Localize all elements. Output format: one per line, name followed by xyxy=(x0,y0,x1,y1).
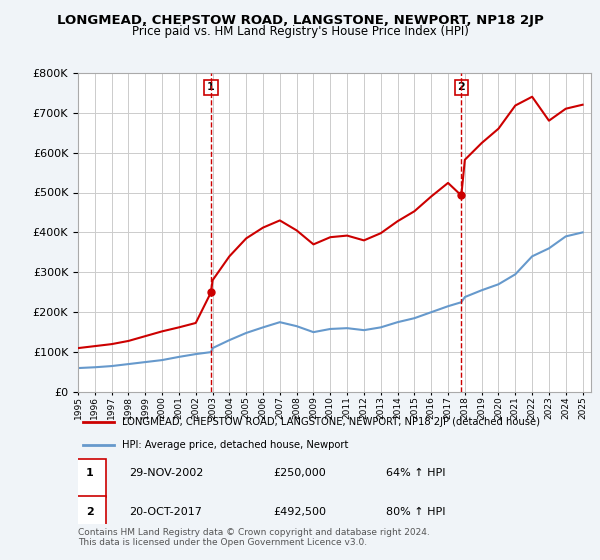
Text: 2: 2 xyxy=(457,82,465,92)
Text: £250,000: £250,000 xyxy=(273,468,326,478)
Text: £492,500: £492,500 xyxy=(273,506,326,516)
Text: 80% ↑ HPI: 80% ↑ HPI xyxy=(386,506,445,516)
Text: LONGMEAD, CHEPSTOW ROAD, LANGSTONE, NEWPORT, NP18 2JP (detached house): LONGMEAD, CHEPSTOW ROAD, LANGSTONE, NEWP… xyxy=(122,417,539,427)
Text: 1: 1 xyxy=(86,468,94,478)
Text: 1: 1 xyxy=(207,82,215,92)
Text: HPI: Average price, detached house, Newport: HPI: Average price, detached house, Newp… xyxy=(122,440,348,450)
Text: LONGMEAD, CHEPSTOW ROAD, LANGSTONE, NEWPORT, NP18 2JP: LONGMEAD, CHEPSTOW ROAD, LANGSTONE, NEWP… xyxy=(56,14,544,27)
Text: 2: 2 xyxy=(86,506,94,516)
Text: Price paid vs. HM Land Registry's House Price Index (HPI): Price paid vs. HM Land Registry's House … xyxy=(131,25,469,38)
Text: 20-OCT-2017: 20-OCT-2017 xyxy=(130,506,202,516)
FancyBboxPatch shape xyxy=(73,459,106,497)
Text: 29-NOV-2002: 29-NOV-2002 xyxy=(130,468,203,478)
FancyBboxPatch shape xyxy=(73,496,106,534)
Text: 64% ↑ HPI: 64% ↑ HPI xyxy=(386,468,445,478)
Text: Contains HM Land Registry data © Crown copyright and database right 2024.
This d: Contains HM Land Registry data © Crown c… xyxy=(78,528,430,547)
